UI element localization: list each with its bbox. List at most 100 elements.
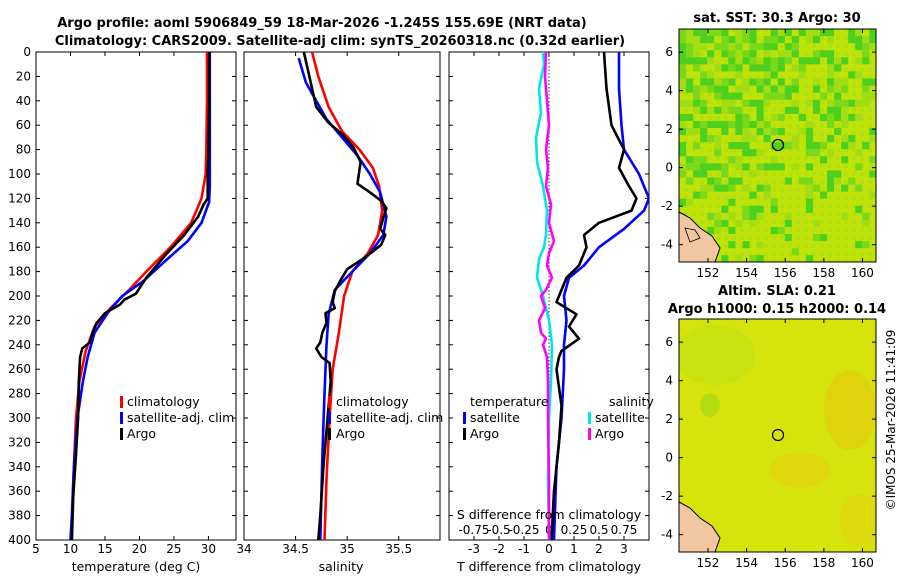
- temperature-profile-xtick-label: 10: [63, 542, 78, 556]
- legend-label-climatology: climatology: [127, 394, 200, 409]
- argo-float-marker: [771, 138, 785, 152]
- difference-profile-series-1: [550, 52, 638, 540]
- temperature-profile-series-2: [70, 52, 211, 540]
- temperature-profile-xtick-label: 30: [201, 542, 216, 556]
- legend-label-t-satellite: satellite: [470, 410, 520, 425]
- difference-profile-xtick-label: -1: [518, 542, 530, 556]
- depth-tick-label: 200: [8, 289, 31, 303]
- s-difference-tick-label: -0.25: [508, 523, 539, 537]
- s-difference-tick-label: -0.75: [458, 523, 489, 537]
- sla-map-xtick-label: 154: [735, 556, 758, 570]
- legend-swatch-t-satellite: [463, 412, 466, 424]
- sla-map-subtitle: Argo h1000: 0.15 h2000: 0.14: [668, 302, 886, 317]
- salinity-profile-xtick-label: 35: [340, 542, 355, 556]
- sla-map-ytick-label: 6: [665, 335, 673, 349]
- salinity-legend: climatology satellite-adj. clim Argo: [328, 394, 443, 441]
- depth-tick-label: 340: [8, 460, 31, 474]
- legend-swatch-satellite: [120, 412, 123, 424]
- difference-profile-xtick-label: -2: [493, 542, 505, 556]
- sst-map-ytick-label: -4: [661, 238, 673, 252]
- sla-map-xtick-label: 156: [774, 556, 797, 570]
- sst-map-ytick-label: 6: [665, 45, 673, 59]
- t-difference-xlabel: T difference from climatology: [456, 559, 642, 574]
- salinity-tick-labels: 34 34.5 35 35.5: [236, 52, 412, 556]
- sst-map-panel: sat. SST: 30.3 Argo: 30 152 154 156 158 160 -…: [661, 11, 877, 280]
- temperature-profile-xtick-label: 15: [97, 542, 112, 556]
- salinity-profile-xtick-label: 34.5: [282, 542, 309, 556]
- sla-map-xtick-label: 158: [812, 556, 835, 570]
- depth-tick-label: 0: [23, 45, 31, 59]
- difference-profile-xtick-label: 0: [545, 542, 553, 556]
- depth-tick-label: 100: [8, 167, 31, 181]
- temperature-xlabel: temperature (deg C): [72, 559, 201, 574]
- legend-label-t-argo: Argo: [470, 426, 499, 441]
- depth-tick-label: 180: [8, 265, 31, 279]
- s-difference-tick-label: 0.75: [611, 523, 638, 537]
- depth-tick-label: 220: [8, 313, 31, 327]
- depth-tick-label: 380: [8, 509, 31, 523]
- s-difference-tick-label: 0.25: [561, 523, 588, 537]
- depth-tick-label: 120: [8, 191, 31, 205]
- sst-map-ytick-label: 0: [665, 161, 673, 175]
- depth-tick-label: 60: [16, 118, 31, 132]
- difference-profile-series-3: [537, 52, 556, 540]
- difference-profile-xtick-label: 2: [595, 542, 603, 556]
- sla-map-title: Altim. SLA: 0.21: [718, 284, 836, 299]
- salinity-xlabel: salinity: [319, 559, 364, 574]
- sst-map-xtick-label: 154: [735, 266, 758, 280]
- legend-label-satellite: satellite-adj. clim: [127, 410, 234, 425]
- difference-panel: -3 -2 -1 0 1 2 3 -0.75-0.5-0.25 0 0.25 0.5 0.75 T …: [448, 51, 654, 574]
- figure-title-line2: Climatology: CARS2009. Satellite-adj cli…: [55, 34, 625, 49]
- depth-tick-label: 300: [8, 411, 31, 425]
- legend-swatch-satellite: [328, 412, 331, 424]
- temperature-tick-labels: 5 10 15 20 25 30: [32, 51, 236, 556]
- s-difference-tick-label: 0.5: [589, 523, 608, 537]
- salinity-panel: 34 34.5 35 35.5 salinity climatology satell…: [236, 51, 443, 574]
- sla-map-panel: Altim. SLA: 0.21 Argo h1000: 0.15 h2000:…: [661, 284, 886, 570]
- t-difference-tick-labels: -3 -2 -1 0 1 2 3: [468, 52, 628, 556]
- legend-swatch-climatology: [120, 396, 123, 408]
- sst-map-xtick-label: 158: [812, 266, 835, 280]
- legend-label-argo: Argo: [336, 426, 365, 441]
- legend-label-s-argo: Argo: [595, 426, 624, 441]
- difference-profile-series-2: [534, 52, 554, 540]
- depth-tick-label: 240: [8, 338, 31, 352]
- depth-tick-label: 260: [8, 362, 31, 376]
- depth-tick-label: 80: [16, 143, 31, 157]
- depth-tick-label: 360: [8, 484, 31, 498]
- temperature-profile-series-1: [69, 52, 212, 540]
- salinity-profile-xtick-label: 34: [236, 542, 251, 556]
- sst-map-xtick-label: 156: [774, 266, 797, 280]
- sst-map-ytick-label: 4: [665, 84, 673, 98]
- legend-label-satellite: satellite-adj. clim: [336, 410, 443, 425]
- legend-label-argo: Argo: [127, 426, 156, 441]
- depth-tick-label: 400: [8, 533, 31, 547]
- sla-map-xtick-label: 160: [851, 556, 874, 570]
- difference-profile-xtick-label: 3: [620, 542, 628, 556]
- legend-swatch-t-argo: [463, 428, 466, 440]
- temperature-panel: 0 20 40 60 80 100 120 140 160 180 200 220 240 260 280 3…: [8, 45, 237, 574]
- temperature-legend: climatology satellite-adj. clim Argo: [120, 394, 234, 441]
- sla-map-xtick-label: 152: [697, 556, 720, 570]
- legend-label-s-satellite: satellite: [595, 410, 645, 425]
- temperature-profile-xtick-label: 5: [32, 542, 40, 556]
- depth-tick-labels: 0 20 40 60 80 100 120 140 160 180 200 220 240 260 280 3…: [8, 45, 31, 547]
- legend-swatch-argo: [328, 428, 331, 440]
- legend-title-temperature: temperature: [470, 394, 549, 409]
- legend-label-climatology: climatology: [336, 394, 409, 409]
- depth-tick-label: 140: [8, 216, 31, 230]
- figure-title-line1: Argo profile: aoml 5906849_59 18-Mar-202…: [57, 16, 587, 31]
- sst-map-ytick-label: 2: [665, 122, 673, 136]
- s-difference-tick-label: -0.5: [487, 523, 510, 537]
- argo-float-marker: [771, 428, 785, 442]
- difference-profile-series-0: [552, 52, 649, 540]
- land-coast: [679, 501, 721, 552]
- temperature-profile-xtick-label: 20: [132, 542, 147, 556]
- sla-map-ytick-label: -2: [661, 489, 673, 503]
- salinity-axes-box: [243, 51, 441, 541]
- legend-swatch-argo: [120, 428, 123, 440]
- sla-map-ytick-label: 4: [665, 374, 673, 388]
- temperature-profile-xtick-label: 25: [166, 542, 181, 556]
- legend-swatch-climatology: [328, 396, 331, 408]
